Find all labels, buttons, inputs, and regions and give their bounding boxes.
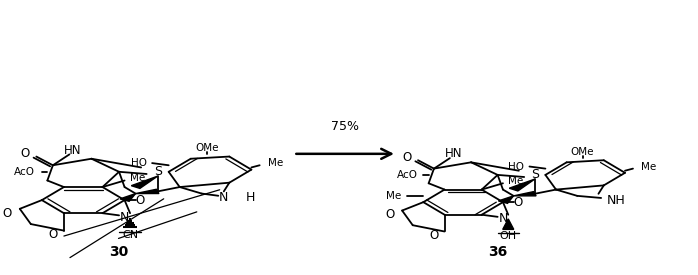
- Text: HO: HO: [131, 158, 147, 168]
- Polygon shape: [120, 194, 135, 201]
- Text: AcO: AcO: [14, 167, 36, 177]
- Text: HO: HO: [508, 161, 524, 172]
- Text: Me: Me: [508, 176, 524, 186]
- Text: OH: OH: [500, 231, 517, 241]
- Text: O: O: [403, 151, 412, 164]
- Text: OMe: OMe: [195, 143, 219, 153]
- Text: S: S: [154, 165, 162, 178]
- Text: N: N: [120, 211, 129, 224]
- Text: Me: Me: [130, 173, 145, 183]
- Text: 36: 36: [488, 246, 507, 259]
- Text: O: O: [429, 229, 438, 242]
- Text: Me: Me: [386, 191, 401, 201]
- Text: AcO: AcO: [396, 170, 418, 180]
- Text: N: N: [498, 212, 507, 226]
- Polygon shape: [498, 196, 514, 203]
- Text: CN: CN: [122, 230, 138, 240]
- Polygon shape: [514, 192, 536, 196]
- Text: OMe: OMe: [571, 147, 594, 157]
- Text: 75%: 75%: [331, 120, 359, 133]
- Text: O: O: [514, 196, 523, 209]
- Text: Me: Me: [641, 161, 656, 172]
- Polygon shape: [503, 219, 514, 229]
- Text: O: O: [385, 208, 394, 221]
- Text: O: O: [48, 229, 57, 241]
- Text: HN: HN: [64, 144, 82, 156]
- Text: NH: NH: [607, 194, 625, 207]
- Text: O: O: [2, 207, 12, 220]
- Text: O: O: [135, 194, 145, 207]
- Text: Me: Me: [268, 158, 283, 168]
- Text: 30: 30: [110, 245, 128, 259]
- Text: O: O: [21, 147, 30, 160]
- Polygon shape: [510, 179, 535, 191]
- Polygon shape: [131, 176, 158, 188]
- Text: N: N: [219, 191, 228, 204]
- Text: H: H: [246, 191, 255, 204]
- Text: HN: HN: [445, 147, 462, 160]
- Text: S: S: [530, 168, 539, 182]
- Polygon shape: [135, 189, 159, 194]
